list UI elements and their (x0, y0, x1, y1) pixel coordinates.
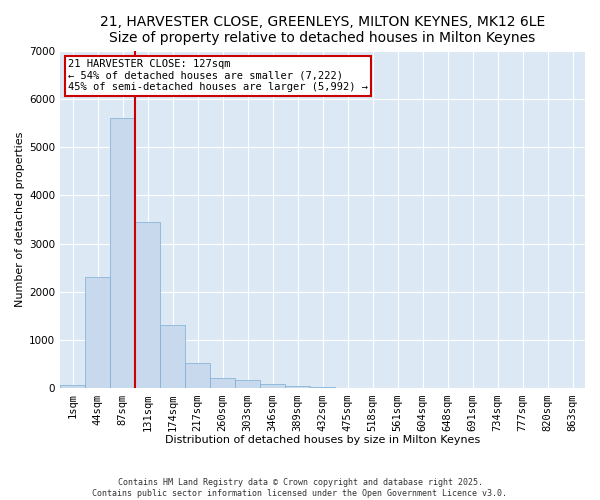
Bar (85, 278, 110, 388)
Text: Contains HM Land Registry data © Crown copyright and database right 2025.
Contai: Contains HM Land Registry data © Crown c… (92, 478, 508, 498)
Y-axis label: Number of detached properties: Number of detached properties (15, 132, 25, 307)
Bar (110, 118, 135, 388)
Bar (260, 384, 285, 388)
Text: 21 HARVESTER CLOSE: 127sqm
← 54% of detached houses are smaller (7,222)
45% of s: 21 HARVESTER CLOSE: 127sqm ← 54% of deta… (68, 59, 368, 92)
Bar (235, 380, 260, 388)
Bar (60, 385, 85, 388)
Title: 21, HARVESTER CLOSE, GREENLEYS, MILTON KEYNES, MK12 6LE
Size of property relativ: 21, HARVESTER CLOSE, GREENLEYS, MILTON K… (100, 15, 545, 45)
Bar (285, 386, 310, 388)
X-axis label: Distribution of detached houses by size in Milton Keynes: Distribution of detached houses by size … (165, 435, 480, 445)
Bar (135, 222, 160, 388)
Bar (310, 387, 335, 388)
Bar (185, 364, 210, 388)
Bar (210, 378, 235, 388)
Bar (160, 324, 185, 388)
